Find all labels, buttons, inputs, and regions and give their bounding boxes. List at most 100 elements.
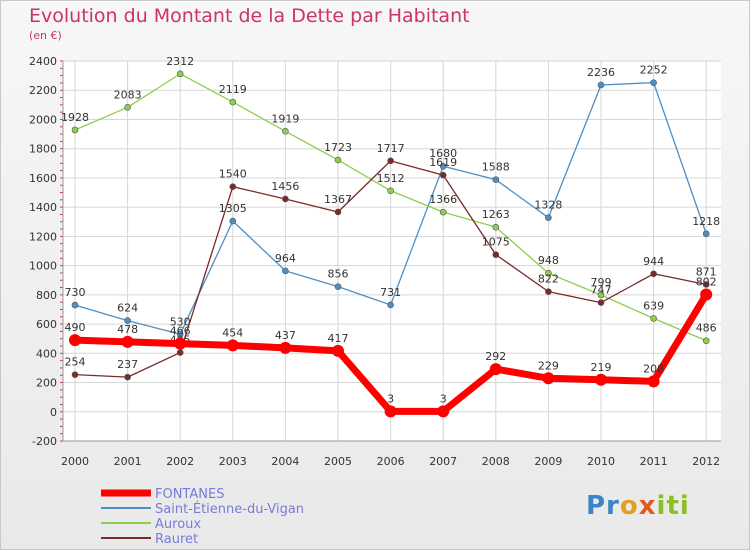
data-label: 219: [591, 361, 612, 374]
x-tick-label: 2010: [587, 455, 615, 468]
data-point: [597, 81, 605, 89]
data-label: 871: [696, 265, 717, 278]
data-point: [387, 187, 394, 195]
data-label: 856: [328, 268, 349, 281]
legend-label: FONTANES: [155, 487, 224, 502]
data-point: [71, 126, 79, 134]
y-tick-label: 1600: [29, 172, 57, 185]
y-tick-label: 800: [36, 289, 57, 302]
data-point: [69, 334, 81, 347]
data-point: [229, 183, 237, 190]
data-point: [439, 171, 447, 179]
data-point: [176, 349, 184, 356]
data-point: [229, 217, 237, 225]
x-tick-label: 2000: [61, 455, 89, 468]
data-label: 490: [65, 321, 86, 334]
data-label: 1588: [482, 161, 510, 174]
data-label: 1367: [324, 193, 352, 206]
y-tick-label: 1000: [29, 260, 57, 273]
data-point: [124, 373, 131, 381]
data-point: [597, 291, 605, 299]
data-point: [282, 195, 289, 203]
data-label: 3: [387, 392, 394, 405]
data-point: [71, 371, 79, 378]
data-label: 799: [591, 276, 612, 289]
x-tick-label: 2012: [692, 455, 720, 468]
data-point: [647, 375, 660, 388]
data-label: 1328: [534, 199, 562, 212]
data-label: 2252: [640, 64, 668, 77]
data-point: [492, 176, 500, 183]
data-point: [545, 269, 552, 277]
legend-label: Auroux: [155, 517, 201, 532]
data-point: [174, 337, 187, 350]
data-point: [387, 157, 394, 165]
data-label: 948: [538, 254, 559, 267]
data-point: [492, 223, 500, 231]
data-point: [176, 70, 184, 78]
y-tick-label: 1800: [29, 143, 57, 156]
data-point: [702, 230, 710, 238]
x-tick-label: 2007: [429, 455, 457, 468]
data-point: [334, 156, 342, 164]
logo-part-2: o: [619, 491, 639, 521]
data-label: 1680: [429, 147, 457, 160]
data-point: [595, 373, 607, 386]
data-label: 1928: [61, 111, 89, 124]
data-label: 1263: [482, 208, 510, 221]
data-label: 486: [696, 322, 717, 335]
y-tick-label: 2000: [29, 113, 57, 126]
data-label: 237: [117, 358, 138, 371]
data-label: 944: [643, 255, 664, 268]
data-point: [226, 339, 239, 352]
legend-label: Saint-Étienne-du-Vigan: [155, 501, 304, 517]
data-label: 731: [380, 286, 401, 299]
y-tick-label: 2200: [29, 84, 57, 97]
data-point: [124, 317, 131, 324]
data-point: [439, 208, 447, 216]
data-point: [384, 405, 397, 418]
y-tick-label: -200: [32, 435, 57, 448]
y-tick-label: 1400: [29, 201, 57, 214]
plot-area: [63, 61, 721, 441]
data-label: 1218: [692, 215, 720, 228]
data-label: 639: [643, 299, 664, 312]
data-label: 2312: [166, 55, 194, 68]
x-tick-label: 2004: [271, 455, 299, 468]
logo-part-3: x: [638, 491, 657, 521]
data-point: [279, 341, 292, 354]
x-tick-label: 2009: [534, 455, 562, 468]
data-point: [545, 214, 552, 221]
data-point: [282, 267, 289, 275]
data-point: [439, 162, 447, 170]
y-tick-label: 600: [36, 318, 57, 331]
data-label: 1919: [271, 112, 299, 125]
data-label: 1540: [219, 168, 247, 181]
data-label: 530: [170, 315, 191, 328]
data-label: 1305: [219, 202, 247, 215]
data-label: 437: [275, 329, 296, 342]
y-tick-label: 400: [36, 347, 57, 360]
data-point: [334, 283, 342, 290]
data-label: 478: [117, 323, 138, 336]
data-point: [71, 301, 79, 309]
data-point: [545, 288, 552, 295]
legend-label: Rauret: [155, 532, 198, 547]
proxiti-logo: Proxiti: [586, 491, 690, 521]
x-tick-label: 2011: [640, 455, 668, 468]
data-point: [282, 128, 289, 135]
x-tick-label: 2008: [482, 455, 510, 468]
x-tick-label: 2001: [114, 455, 142, 468]
data-label: 3: [440, 392, 447, 405]
data-label: 1723: [324, 141, 352, 154]
data-label: 417: [328, 332, 349, 345]
data-label: 1456: [271, 180, 299, 193]
x-tick-label: 2003: [219, 455, 247, 468]
data-point: [124, 104, 131, 111]
y-tick-label: 1200: [29, 230, 57, 243]
data-label: 1619: [429, 156, 457, 169]
data-label: 1366: [429, 193, 457, 206]
data-point: [650, 79, 657, 86]
data-label: 802: [696, 276, 717, 289]
